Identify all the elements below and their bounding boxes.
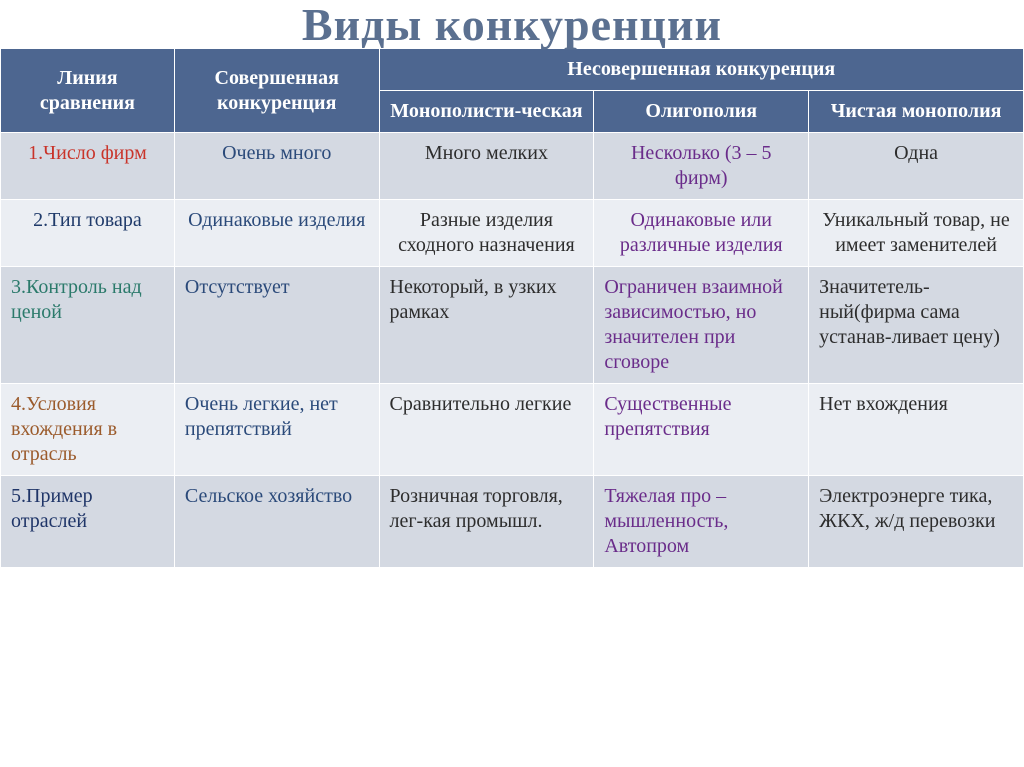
table-row: 3.Контроль над ценойОтсутствуетНекоторый… — [1, 267, 1024, 384]
monopolistic-cell: Разные изделия сходного назначения — [379, 200, 594, 267]
oligopoly-cell: Несколько (3 – 5 фирм) — [594, 133, 809, 200]
perfect-cell: Сельское хозяйство — [174, 476, 379, 568]
pure-monopoly-cell: Электроэнерге тика, ЖКХ, ж/д перевозки — [809, 476, 1024, 568]
criteria-cell: 2.Тип товара — [1, 200, 175, 267]
header-row-1: Линия сравнения Совершенная конкуренция … — [1, 49, 1024, 91]
hdr-perfect: Совершенная конкуренция — [174, 49, 379, 133]
criteria-cell: 5.Пример отраслей — [1, 476, 175, 568]
monopolistic-cell: Много мелких — [379, 133, 594, 200]
oligopoly-cell: Ограничен взаимной зависимостью, но знач… — [594, 267, 809, 384]
pure-monopoly-cell: Значитетель-ный(фирма сама устанав-ливае… — [809, 267, 1024, 384]
table-row: 1.Число фирмОчень многоМного мелкихНеско… — [1, 133, 1024, 200]
oligopoly-cell: Тяжелая про –мышленность, Автопром — [594, 476, 809, 568]
pure-monopoly-cell: Одна — [809, 133, 1024, 200]
perfect-cell: Очень легкие, нет препятствий — [174, 384, 379, 476]
criteria-cell: 1.Число фирм — [1, 133, 175, 200]
hdr-imperfect: Несовершенная конкуренция — [379, 49, 1024, 91]
hdr-monopolistic: Монополисти-ческая — [379, 91, 594, 133]
monopolistic-cell: Розничная торговля, лег-кая промышл. — [379, 476, 594, 568]
oligopoly-cell: Одинаковые или различные изделия — [594, 200, 809, 267]
hdr-oligopoly: Олигополия — [594, 91, 809, 133]
criteria-cell: 4.Условия вхождения в отрасль — [1, 384, 175, 476]
criteria-cell: 3.Контроль над ценой — [1, 267, 175, 384]
perfect-cell: Очень много — [174, 133, 379, 200]
table-body: 1.Число фирмОчень многоМного мелкихНеско… — [1, 133, 1024, 568]
table-row: 2.Тип товараОдинаковые изделияРазные изд… — [1, 200, 1024, 267]
hdr-comparison: Линия сравнения — [1, 49, 175, 133]
perfect-cell: Отсутствует — [174, 267, 379, 384]
page-title: Виды конкуренции — [0, 0, 1024, 48]
table-row: 5.Пример отраслейСельское хозяйствоРозни… — [1, 476, 1024, 568]
oligopoly-cell: Существенные препятствия — [594, 384, 809, 476]
monopolistic-cell: Сравнительно легкие — [379, 384, 594, 476]
perfect-cell: Одинаковые изделия — [174, 200, 379, 267]
pure-monopoly-cell: Нет вхождения — [809, 384, 1024, 476]
hdr-pure-monopoly: Чистая монополия — [809, 91, 1024, 133]
pure-monopoly-cell: Уникальный товар, не имеет заменителей — [809, 200, 1024, 267]
comparison-table: Линия сравнения Совершенная конкуренция … — [0, 48, 1024, 568]
monopolistic-cell: Некоторый, в узких рамках — [379, 267, 594, 384]
table-row: 4.Условия вхождения в отрасльОчень легки… — [1, 384, 1024, 476]
